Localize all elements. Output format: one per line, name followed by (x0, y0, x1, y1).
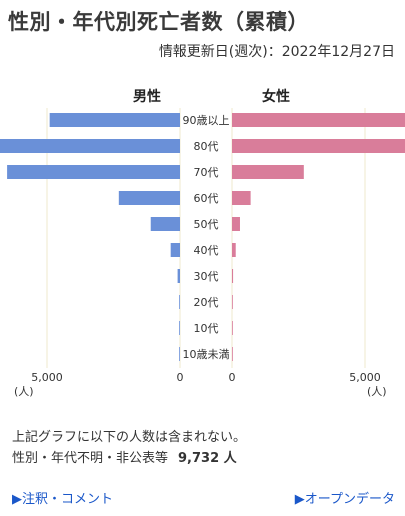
bar-male (49, 113, 180, 127)
category-label: 60代 (194, 192, 219, 205)
bar-female (232, 217, 240, 231)
bar-male (177, 269, 180, 283)
labels: 男性女性90歳以上80代70代60代50代40代30代20代10代10歳未満10… (14, 88, 387, 398)
bar-female (232, 295, 233, 309)
update-date: 情報更新日(週次)：2022年12月27日 (158, 44, 395, 60)
category-label: 30代 (194, 270, 219, 283)
bar-female (232, 347, 233, 361)
excluded-count: 9,732 人 (178, 451, 237, 466)
bar-female (232, 269, 234, 283)
category-label: 70代 (194, 166, 219, 179)
bar-female (232, 113, 405, 127)
bar-male (179, 347, 180, 361)
note-line-2-text: 性別・年代不明・非公表等 (12, 451, 169, 466)
bar-male (179, 321, 180, 335)
x-tick-label: 5,000 (31, 371, 63, 384)
bar-male (150, 217, 180, 231)
bar-female (232, 191, 251, 205)
series-label-male: 男性 (133, 88, 161, 105)
bar-male (118, 191, 180, 205)
category-label: 20代 (194, 296, 219, 309)
notes-comments-link[interactable]: ▶注釈・コメント (12, 492, 113, 507)
category-label: 40代 (194, 244, 219, 257)
bar-male (0, 139, 181, 153)
bar-male (7, 165, 180, 179)
series-label-female: 女性 (262, 88, 290, 105)
unit-label-right: (人) (367, 385, 387, 398)
bar-female (232, 321, 233, 335)
page-title: 性別・年代別死亡者数（累積） (8, 10, 309, 34)
category-label: 10歳未満 (183, 348, 230, 361)
pyramid-chart: 男性女性90歳以上80代70代60代50代40代30代20代10代10歳未満10… (0, 88, 405, 398)
exclusion-note: 上記グラフに以下の人数は含まれない。 性別・年代不明・非公表等 9,732 人 (12, 427, 246, 469)
category-label: 50代 (194, 218, 219, 231)
bar-female (232, 165, 304, 179)
unit-label-left: (人) (14, 385, 34, 398)
bar-male (179, 295, 180, 309)
x-tick-label: 5,000 (349, 371, 381, 384)
bar-female (232, 243, 236, 257)
category-label: 90歳以上 (183, 114, 230, 127)
x-tick-label: 0 (229, 371, 236, 384)
bar-female (232, 139, 405, 153)
category-label: 80代 (194, 140, 219, 153)
bar-male (170, 243, 180, 257)
category-label: 10代 (194, 322, 219, 335)
open-data-link[interactable]: ▶オープンデータ (294, 492, 395, 507)
x-tick-label: 0 (177, 371, 184, 384)
note-line-1: 上記グラフに以下の人数は含まれない。 (12, 430, 247, 445)
note-line-2: 性別・年代不明・非公表等 9,732 人 (12, 448, 246, 469)
bars (0, 113, 405, 361)
